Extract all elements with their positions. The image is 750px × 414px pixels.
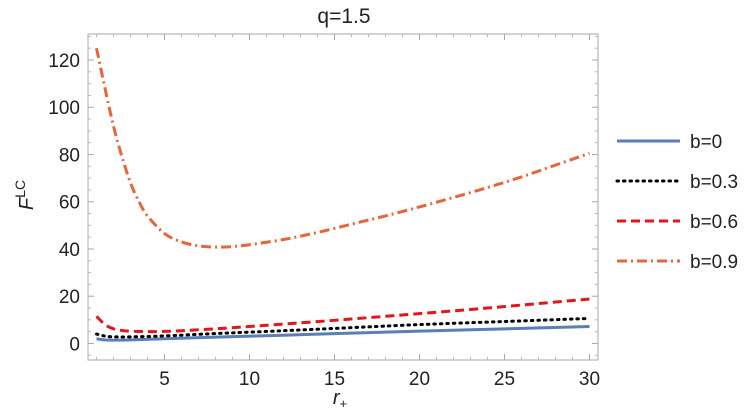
y-axis-label-superscript: LC [12,180,28,198]
y-tick-label: 20 [59,287,80,308]
x-tick-label: 5 [159,369,170,390]
x-tick-label: 10 [239,369,260,390]
x-axis-label: r+ [333,387,347,411]
legend: b=0 b=0.3 b=0.6 b=0.9 [615,132,738,273]
y-tick-label: 100 [48,98,80,119]
x-axis-label-subscript: + [340,396,348,411]
plot-frame [87,33,599,361]
series-lines [95,47,591,342]
x-tick-label: 25 [494,369,515,390]
series-line-b-0 [96,324,590,342]
series-line-b-0-9 [95,47,590,249]
x-axis-label-main: r [333,387,341,409]
legend-label-b-0: b=0 [690,132,722,153]
axis-ticks: 5 10 15 20 25 30 0 20 40 60 80 100 120 [48,34,600,390]
y-axis-label-main: F [16,196,38,210]
x-tick-label: 30 [579,369,600,390]
y-tick-label: 40 [59,240,80,261]
y-tick-label: 0 [69,334,80,355]
x-tick-label: 20 [409,369,430,390]
plot-area [87,33,599,361]
y-tick-label: 120 [48,51,80,72]
legend-label-b-0-6: b=0.6 [690,212,738,233]
y-axis-label: FLC [12,180,38,210]
y-tick-label: 80 [59,145,80,166]
series-line-b-0-3 [95,316,591,339]
legend-label-b-0-9: b=0.9 [690,252,738,273]
x-tick-label: 15 [324,369,345,390]
legend-label-b-0-3: b=0.3 [690,172,738,193]
chart-title: q=1.5 [317,5,370,28]
y-tick-label: 60 [59,193,80,214]
